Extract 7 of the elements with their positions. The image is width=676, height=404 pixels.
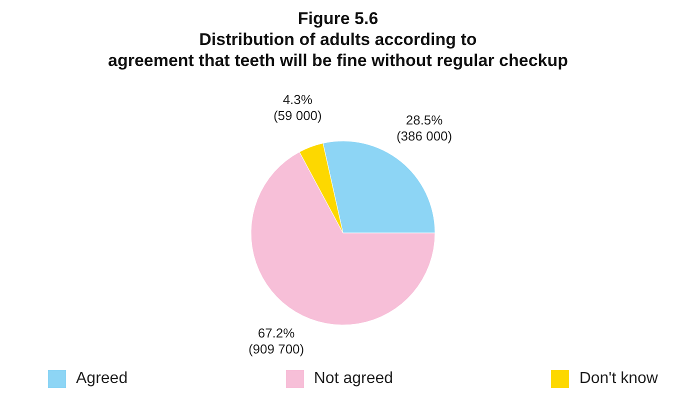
- legend-label: Agreed: [76, 370, 128, 388]
- data-label: 4.3% (59 000): [273, 92, 322, 124]
- chart-title: Figure 5.6 Distribution of adults according to agreement that teeth will be fine without regular checkup: [106, 8, 570, 71]
- legend-label: Don't know: [579, 370, 658, 388]
- data-label: 28.5% (386 000): [396, 112, 452, 144]
- legend-label: Not agreed: [314, 370, 394, 388]
- data-label: 67.2% (909 700): [248, 326, 304, 357]
